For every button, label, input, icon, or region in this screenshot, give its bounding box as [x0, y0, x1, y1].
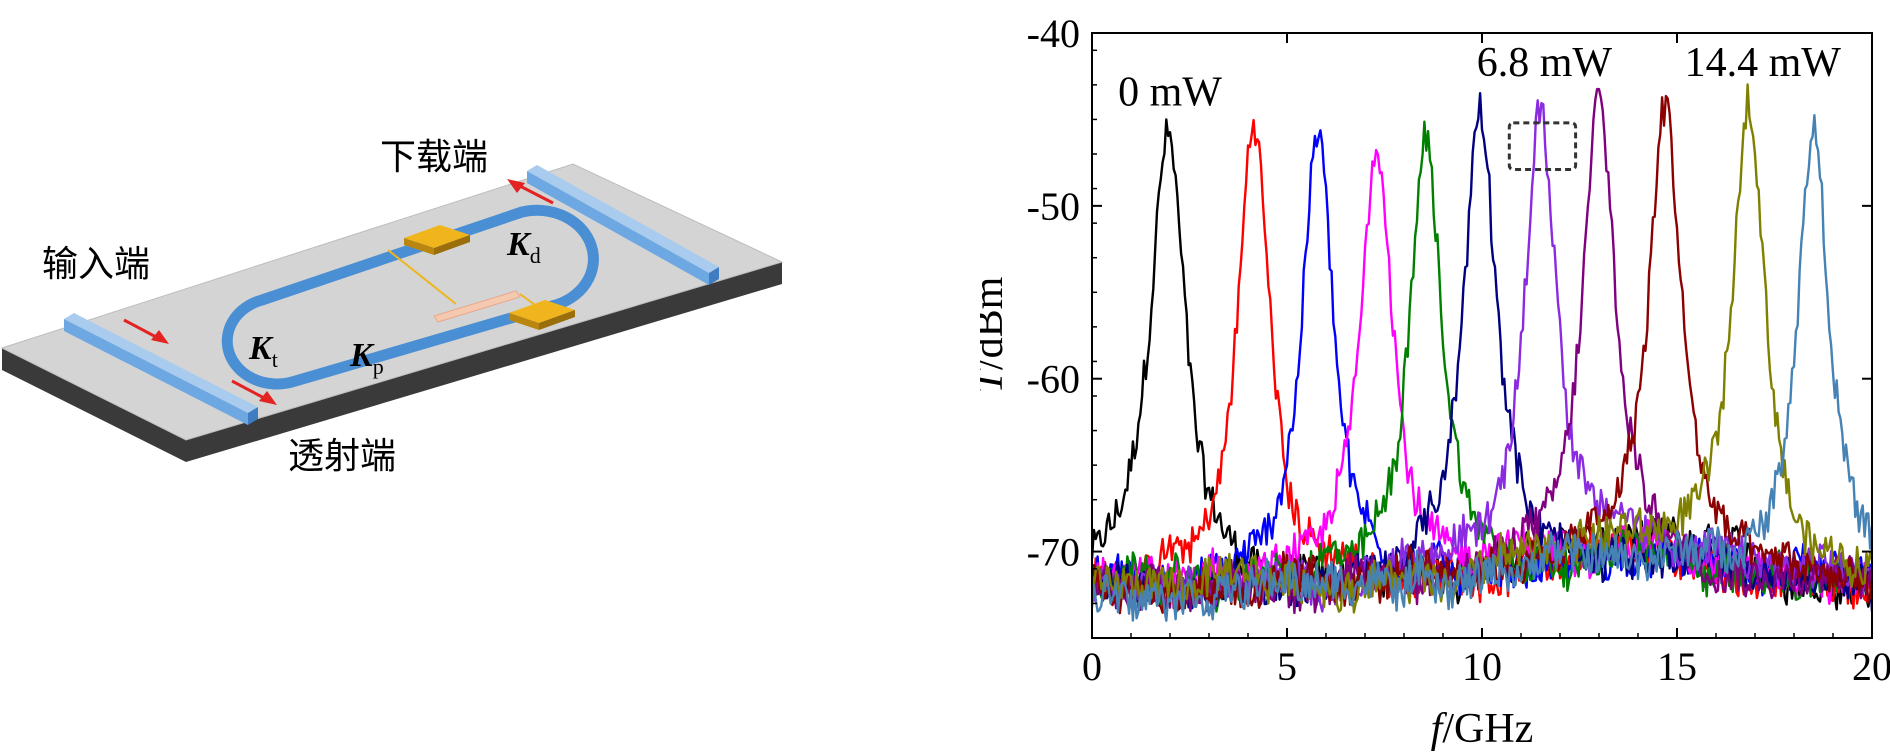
input-port-label: 输入端: [42, 244, 150, 285]
series-layer: [1092, 83, 1872, 622]
spectrum-series-line: [1092, 83, 1872, 614]
electrode-pad-side: [434, 235, 470, 255]
spectrum-series-line: [1092, 99, 1872, 613]
highlight-box: [1507, 121, 1578, 172]
transmission-spectrum-chart: 0 5 10 15 20 -40 -50 -60 -70 0 mW 6.8 mW 14.4 mW T…: [980, 11, 1890, 752]
x-tick-label: 0: [1082, 644, 1102, 689]
substrate-side: [2, 348, 186, 462]
power-annotation: 0 mW: [1118, 70, 1222, 116]
axis-ticks: [1091, 32, 1873, 639]
substrate-front: [186, 262, 782, 462]
drop-bus-waveguide: [527, 165, 719, 273]
x-tick-label: 15: [1657, 644, 1697, 689]
electrode-pad-side: [539, 310, 575, 330]
drop-arrow-icon: [507, 179, 554, 205]
input-bus-waveguide-face: [64, 319, 248, 425]
kd-symbol: Kd: [506, 226, 541, 268]
power-annotation: 14.4 mW: [1685, 40, 1842, 86]
x-axis-label: f/GHz: [1431, 706, 1534, 752]
x-tick-label: 20: [1852, 644, 1890, 689]
electrode-pad-side: [509, 313, 539, 330]
axis-tick-labels: 0 5 10 15 20 -40 -50 -60 -70: [1027, 11, 1890, 689]
electrode-pad-side: [404, 238, 434, 255]
drop-bus-waveguide-side: [709, 267, 719, 285]
x-tick-label: 5: [1277, 644, 1297, 689]
heater-wire: [387, 249, 457, 305]
input-arrow-icon: [123, 318, 169, 344]
drop-port-label: 下载端: [380, 137, 488, 178]
x-tick-label: 10: [1462, 644, 1502, 689]
y-tick-label: -70: [1027, 530, 1080, 575]
through-port-label: 透射端: [288, 436, 396, 477]
spectrum-series-line: [1092, 114, 1872, 622]
kp-symbol: Kp: [349, 337, 384, 379]
y-tick-label: -60: [1027, 357, 1080, 402]
y-tick-label: -40: [1027, 11, 1080, 56]
electrode-pad: [404, 225, 470, 248]
power-annotation: 6.8 mW: [1477, 40, 1613, 86]
microring-device-diagram: 输入端 下载端 透射端 Kt Kp Kd: [0, 137, 784, 477]
kt-symbol: Kt: [248, 330, 278, 372]
input-bus-waveguide: [64, 313, 258, 413]
drop-bus-waveguide-face: [527, 171, 709, 285]
electrode-pad: [509, 300, 575, 323]
heater-strip: [433, 290, 521, 323]
y-tick-label: -50: [1027, 184, 1080, 229]
annotation-layer: 0 mW 6.8 mW 14.4 mW: [1118, 40, 1841, 115]
y-axis-label: T/dBm: [980, 276, 1012, 393]
through-arrow-icon: [231, 379, 277, 405]
input-bus-waveguide-side: [248, 407, 258, 425]
